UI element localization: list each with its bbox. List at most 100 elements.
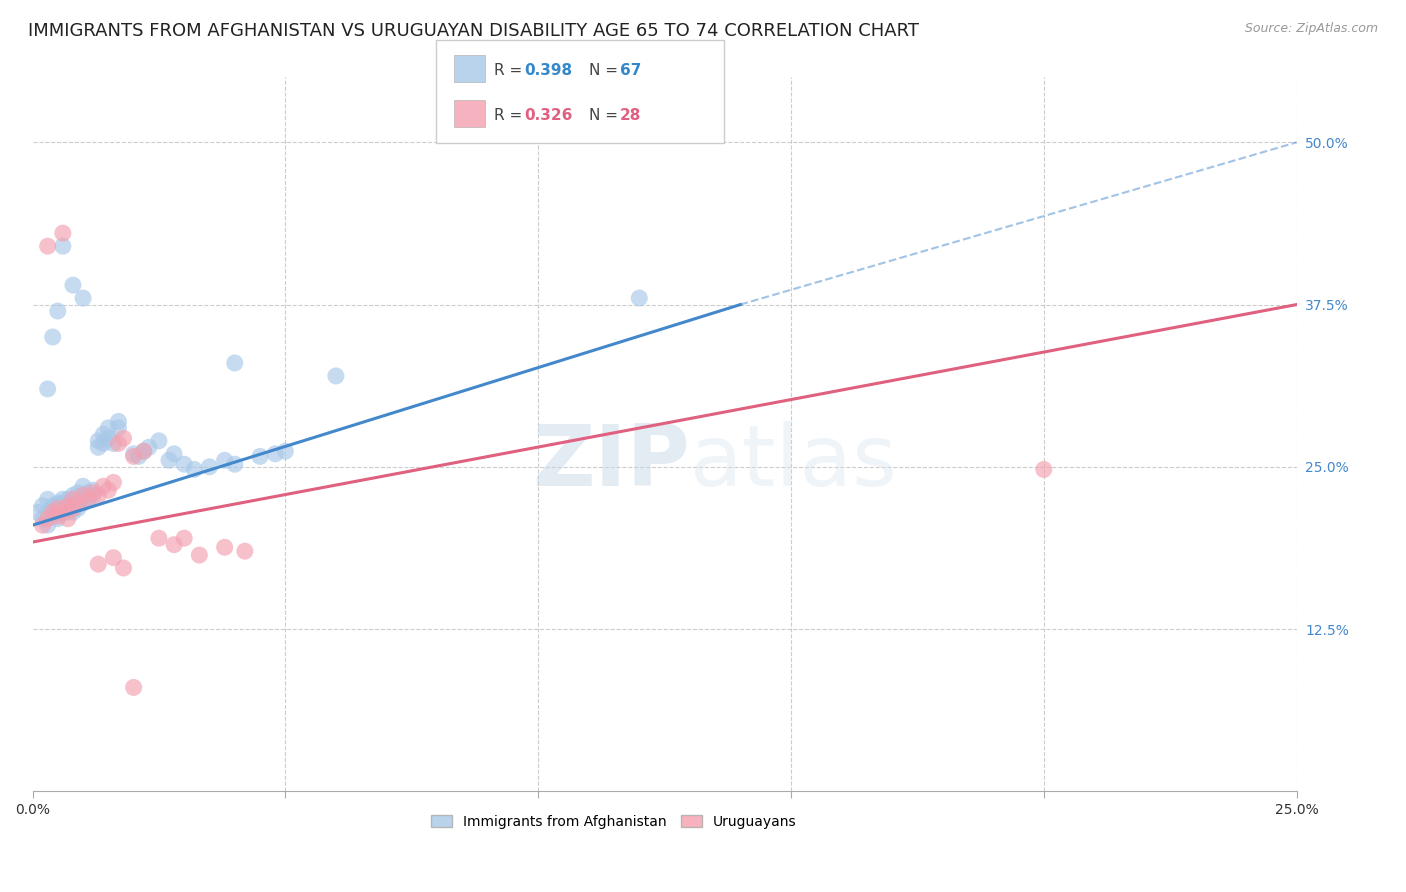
Point: [112, 561, 135, 575]
Point: [249, 450, 271, 464]
Point: [42, 505, 65, 519]
Point: [62, 278, 84, 293]
Point: [66, 496, 89, 510]
Point: [37, 239, 59, 253]
Point: [52, 239, 75, 253]
Point: [56, 492, 79, 507]
Point: [103, 550, 125, 565]
Legend: Immigrants from Afghanistan, Uruguayans: Immigrants from Afghanistan, Uruguayans: [426, 809, 801, 834]
Point: [112, 431, 135, 445]
Point: [173, 531, 195, 545]
Point: [37, 518, 59, 533]
Point: [56, 505, 79, 519]
Text: Source: ZipAtlas.com: Source: ZipAtlas.com: [1244, 22, 1378, 36]
Point: [62, 501, 84, 516]
Point: [42, 499, 65, 513]
Point: [274, 444, 297, 458]
Text: 0.326: 0.326: [524, 108, 572, 123]
Point: [1032, 462, 1054, 476]
Point: [42, 509, 65, 524]
Point: [62, 488, 84, 502]
Point: [72, 291, 94, 305]
Point: [107, 421, 129, 435]
Text: R =: R =: [494, 108, 527, 123]
Point: [148, 434, 170, 448]
Point: [325, 368, 347, 383]
Point: [46, 505, 69, 519]
Point: [132, 444, 155, 458]
Text: 67: 67: [620, 63, 641, 78]
Point: [163, 538, 186, 552]
Point: [72, 479, 94, 493]
Point: [107, 436, 129, 450]
Point: [97, 483, 120, 498]
Point: [87, 434, 110, 448]
Point: [56, 499, 79, 513]
Point: [46, 501, 69, 516]
Point: [82, 483, 104, 498]
Point: [52, 505, 75, 519]
Text: 0.398: 0.398: [524, 63, 572, 78]
Point: [107, 414, 129, 428]
Point: [103, 475, 125, 490]
Point: [91, 436, 114, 450]
Point: [42, 501, 65, 516]
Point: [163, 447, 186, 461]
Point: [56, 512, 79, 526]
Point: [198, 459, 221, 474]
Point: [66, 501, 89, 516]
Point: [82, 485, 104, 500]
Text: atlas: atlas: [690, 421, 898, 504]
Point: [31, 518, 53, 533]
Point: [46, 512, 69, 526]
Point: [97, 421, 120, 435]
Point: [52, 501, 75, 516]
Point: [31, 512, 53, 526]
Point: [132, 444, 155, 458]
Point: [224, 356, 246, 370]
Point: [214, 453, 236, 467]
Point: [157, 453, 180, 467]
Point: [56, 499, 79, 513]
Text: ZIP: ZIP: [531, 421, 690, 504]
Point: [52, 496, 75, 510]
Point: [37, 492, 59, 507]
Point: [87, 488, 110, 502]
Point: [214, 541, 236, 555]
Point: [27, 505, 49, 519]
Text: IMMIGRANTS FROM AFGHANISTAN VS URUGUAYAN DISABILITY AGE 65 TO 74 CORRELATION CHA: IMMIGRANTS FROM AFGHANISTAN VS URUGUAYAN…: [28, 22, 920, 40]
Point: [62, 496, 84, 510]
Text: N =: N =: [589, 63, 623, 78]
Point: [52, 492, 75, 507]
Point: [46, 304, 69, 318]
Text: R =: R =: [494, 63, 527, 78]
Point: [87, 557, 110, 571]
Point: [122, 450, 145, 464]
Point: [37, 505, 59, 519]
Text: N =: N =: [589, 108, 623, 123]
Point: [173, 457, 195, 471]
Point: [91, 427, 114, 442]
Point: [91, 479, 114, 493]
Point: [62, 505, 84, 519]
Point: [103, 436, 125, 450]
Point: [77, 492, 100, 507]
Point: [62, 492, 84, 507]
Point: [233, 544, 256, 558]
Point: [37, 512, 59, 526]
Point: [628, 291, 651, 305]
Point: [128, 450, 150, 464]
Point: [66, 485, 89, 500]
Point: [52, 226, 75, 240]
Point: [77, 492, 100, 507]
Text: 28: 28: [620, 108, 641, 123]
Point: [42, 330, 65, 344]
Point: [31, 499, 53, 513]
Point: [37, 382, 59, 396]
Point: [87, 440, 110, 454]
Point: [46, 509, 69, 524]
Point: [264, 447, 287, 461]
Point: [188, 548, 211, 562]
Point: [148, 531, 170, 545]
Point: [77, 485, 100, 500]
